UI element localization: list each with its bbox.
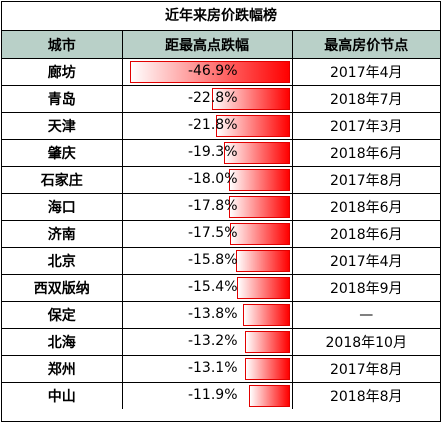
table-row: 济南 -17.5% 2018年6月 (2, 220, 440, 248)
drop-data-bar (215, 115, 290, 137)
drop-percent-label: -17.5% (187, 225, 238, 241)
drop-cell: -13.2% (121, 328, 293, 356)
header-peak-date: 最高房价节点 (291, 31, 440, 59)
drop-percent-label: -46.9% (187, 63, 238, 79)
drop-percent-label: -15.8% (187, 252, 238, 268)
peak-date-cell: 2018年8月 (291, 382, 440, 409)
peak-date-cell: 2018年6月 (291, 139, 440, 167)
drop-data-bar (129, 61, 290, 83)
table-row: 海口 -17.8% 2018年6月 (2, 193, 440, 221)
header-city: 城市 (2, 31, 123, 59)
price-drop-table: 城市 距最高点跌幅 最高房价节点 廊坊 -46.9% 2017年4月 青岛 -22.8%… (2, 31, 440, 409)
drop-data-bar (236, 277, 290, 299)
table-row: 郑州 -13.1% 2017年8月 (2, 355, 440, 383)
drop-percent-label: -19.3% (187, 144, 238, 160)
drop-percent-label: -22.8% (187, 90, 238, 106)
drop-cell: -17.5% (121, 220, 293, 248)
drop-percent-label: -15.4% (187, 279, 238, 295)
drop-data-bar (244, 331, 290, 353)
city-cell: 天津 (2, 112, 123, 140)
header-drop: 距最高点跌幅 (121, 31, 293, 59)
table-row: 青岛 -22.8% 2018年7月 (2, 85, 440, 113)
drop-percent-label: -18.0% (187, 171, 238, 187)
peak-date-cell: 2018年6月 (291, 193, 440, 221)
city-cell: 中山 (2, 382, 123, 409)
city-cell: 海口 (2, 193, 123, 221)
drop-percent-label: -17.8% (187, 198, 238, 214)
table-row: 中山 -11.9% 2018年8月 (2, 382, 440, 409)
city-cell: 郑州 (2, 355, 123, 383)
peak-date-cell: 2017年3月 (291, 112, 440, 140)
city-cell: 青岛 (2, 85, 123, 113)
drop-cell: -19.3% (121, 139, 293, 167)
drop-data-bar (242, 304, 290, 326)
city-cell: 北海 (2, 328, 123, 356)
table-row: 天津 -21.8% 2017年3月 (2, 112, 440, 140)
drop-data-bar (244, 358, 290, 380)
drop-percent-label: -13.1% (187, 360, 238, 376)
peak-date-cell: 2018年6月 (291, 220, 440, 248)
drop-data-bar (248, 385, 290, 407)
drop-data-bar (228, 196, 290, 218)
city-cell: 肇庆 (2, 139, 123, 167)
drop-percent-label: -11.9% (187, 387, 238, 403)
drop-percent-label: -13.2% (187, 333, 238, 349)
city-cell: 北京 (2, 247, 123, 275)
drop-data-bar (229, 223, 290, 245)
table-row: 西双版纳 -15.4% 2018年9月 (2, 274, 440, 302)
drop-cell: -13.1% (121, 355, 293, 383)
drop-cell: -46.9% (121, 58, 293, 86)
peak-date-cell: — (291, 301, 440, 329)
drop-cell: -22.8% (121, 85, 293, 113)
table-title: 近年来房价跌幅榜 (2, 2, 440, 31)
peak-date-cell: 2017年4月 (291, 247, 440, 275)
table-body: 廊坊 -46.9% 2017年4月 青岛 -22.8% 2018年7月 天津 -21.8% 20… (2, 58, 440, 409)
drop-percent-label: -13.8% (187, 306, 238, 322)
peak-date-cell: 2018年9月 (291, 274, 440, 302)
drop-data-bar (223, 142, 290, 164)
table-row: 北海 -13.2% 2018年10月 (2, 328, 440, 356)
drop-data-bar (235, 250, 290, 272)
drop-cell: -15.8% (121, 247, 293, 275)
drop-cell: -21.8% (121, 112, 293, 140)
peak-date-cell: 2017年8月 (291, 166, 440, 194)
city-cell: 西双版纳 (2, 274, 123, 302)
peak-date-cell: 2017年4月 (291, 58, 440, 86)
city-cell: 廊坊 (2, 58, 123, 86)
city-cell: 济南 (2, 220, 123, 248)
table-row: 北京 -15.8% 2017年4月 (2, 247, 440, 275)
table-row: 肇庆 -19.3% 2018年6月 (2, 139, 440, 167)
table-row: 保定 -13.8% — (2, 301, 440, 329)
drop-cell: -11.9% (121, 382, 293, 409)
drop-cell: -13.8% (121, 301, 293, 329)
table-row: 石家庄 -18.0% 2017年8月 (2, 166, 440, 194)
drop-data-bar (211, 88, 290, 110)
peak-date-cell: 2018年7月 (291, 85, 440, 113)
peak-date-cell: 2017年8月 (291, 355, 440, 383)
city-cell: 保定 (2, 301, 123, 329)
city-cell: 石家庄 (2, 166, 123, 194)
drop-cell: -17.8% (121, 193, 293, 221)
peak-date-cell: 2018年10月 (291, 328, 440, 356)
drop-cell: -18.0% (121, 166, 293, 194)
table-row: 廊坊 -46.9% 2017年4月 (2, 58, 440, 86)
header-row: 城市 距最高点跌幅 最高房价节点 (2, 31, 440, 59)
drop-cell: -15.4% (121, 274, 293, 302)
drop-data-bar (228, 169, 290, 191)
drop-percent-label: -21.8% (187, 117, 238, 133)
